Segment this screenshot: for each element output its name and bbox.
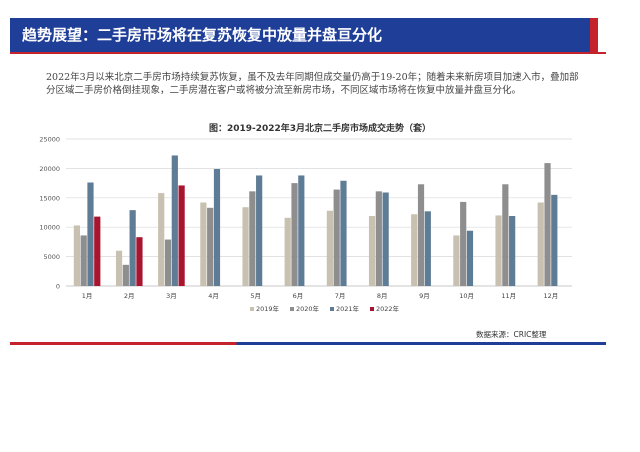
y-tick-label: 25000 xyxy=(39,136,60,144)
y-tick-label: 10000 xyxy=(39,224,60,232)
x-tick-label: 6月 xyxy=(293,292,304,300)
legend-label: 2020年 xyxy=(296,304,320,313)
bar-2019年-4月 xyxy=(200,202,207,286)
bar-2021年-4月 xyxy=(213,168,221,286)
bar-2021年-9月 xyxy=(424,211,431,286)
x-tick-label: 8月 xyxy=(377,292,388,300)
bar-2019年-8月 xyxy=(368,216,376,286)
bar-2021年-12月 xyxy=(551,194,558,286)
bar-2019年-7月 xyxy=(326,210,333,286)
legend-swatch-2021年 xyxy=(330,307,334,311)
bar-2021年-6月 xyxy=(298,175,305,286)
bar-2019年-3月 xyxy=(158,193,165,286)
bar-2020年-3月 xyxy=(164,239,172,286)
bar-2019年-1月 xyxy=(73,225,80,286)
y-tick-label: 15000 xyxy=(39,194,60,202)
y-tick-label: 20000 xyxy=(39,165,60,173)
y-tick-label: 5000 xyxy=(43,253,60,261)
x-tick-label: 5月 xyxy=(250,292,261,300)
legend-swatch-2022年 xyxy=(370,307,374,311)
bar-2021年-8月 xyxy=(382,192,389,286)
bar-2020年-7月 xyxy=(333,189,340,286)
bar-2020年-10月 xyxy=(460,201,467,286)
bar-2022年-2月 xyxy=(136,237,143,286)
bar-2021年-7月 xyxy=(340,180,347,286)
bar-2019年-12月 xyxy=(537,202,544,286)
bar-2021年-2月 xyxy=(129,210,136,286)
header-rule xyxy=(10,52,606,54)
bar-2020年-6月 xyxy=(291,183,298,286)
legend-label: 2019年 xyxy=(256,304,280,313)
header-bar: 趋势展望：二手房市场将在复苏恢复中放量并盘亘分化 xyxy=(10,18,598,52)
x-tick-label: 2月 xyxy=(124,292,135,300)
bottom-rule xyxy=(10,342,606,345)
bar-2020年-9月 xyxy=(417,184,425,286)
source-note: 数据来源：CRIC整理 xyxy=(476,330,547,339)
bar-2021年-3月 xyxy=(171,155,178,286)
bar-2019年-6月 xyxy=(284,217,291,286)
legend-swatch-2020年 xyxy=(290,307,294,311)
chart-title: 图：2019-2022年3月北京二手房市场成交走势（套） xyxy=(208,124,432,134)
bar-2020年-5月 xyxy=(249,191,256,286)
y-tick-label: 0 xyxy=(56,283,60,291)
bar-2019年-5月 xyxy=(242,207,249,286)
bar-2020年-1月 xyxy=(80,235,87,286)
bar-2021年-5月 xyxy=(256,175,263,286)
bar-2022年-1月 xyxy=(94,216,101,286)
bar-2021年-11月 xyxy=(509,216,516,286)
header-accent xyxy=(590,18,598,52)
bar-2019年-10月 xyxy=(453,235,460,286)
bar-2020年-12月 xyxy=(544,163,551,286)
x-tick-label: 3月 xyxy=(166,292,177,300)
page-title: 趋势展望：二手房市场将在复苏恢复中放量并盘亘分化 xyxy=(22,26,383,44)
bar-2020年-8月 xyxy=(375,191,382,286)
bar-2022年-3月 xyxy=(178,185,185,286)
bar-2020年-4月 xyxy=(207,207,214,286)
x-tick-label: 12月 xyxy=(544,292,559,300)
legend-swatch-2019年 xyxy=(250,307,254,311)
bar-2020年-2月 xyxy=(122,264,129,286)
x-tick-label: 4月 xyxy=(208,292,219,300)
bar-2021年-1月 xyxy=(87,182,94,286)
bar-2020年-11月 xyxy=(502,184,509,286)
bar-2019年-11月 xyxy=(495,215,502,286)
x-tick-label: 11月 xyxy=(501,292,516,300)
bar-2019年-9月 xyxy=(411,214,418,286)
bar-2021年-10月 xyxy=(466,230,474,286)
legend-label: 2021年 xyxy=(336,304,360,313)
summary-paragraph: 2022年3月以来北京二手房市场持续复苏恢复，虽不及去年同期但成交量仍高于19-… xyxy=(46,72,579,96)
legend-label: 2022年 xyxy=(376,304,400,313)
x-tick-label: 9月 xyxy=(419,292,430,300)
bar-2019年-2月 xyxy=(115,250,123,286)
x-tick-label: 10月 xyxy=(459,292,474,300)
x-tick-label: 7月 xyxy=(335,292,346,300)
x-tick-label: 1月 xyxy=(82,292,93,300)
